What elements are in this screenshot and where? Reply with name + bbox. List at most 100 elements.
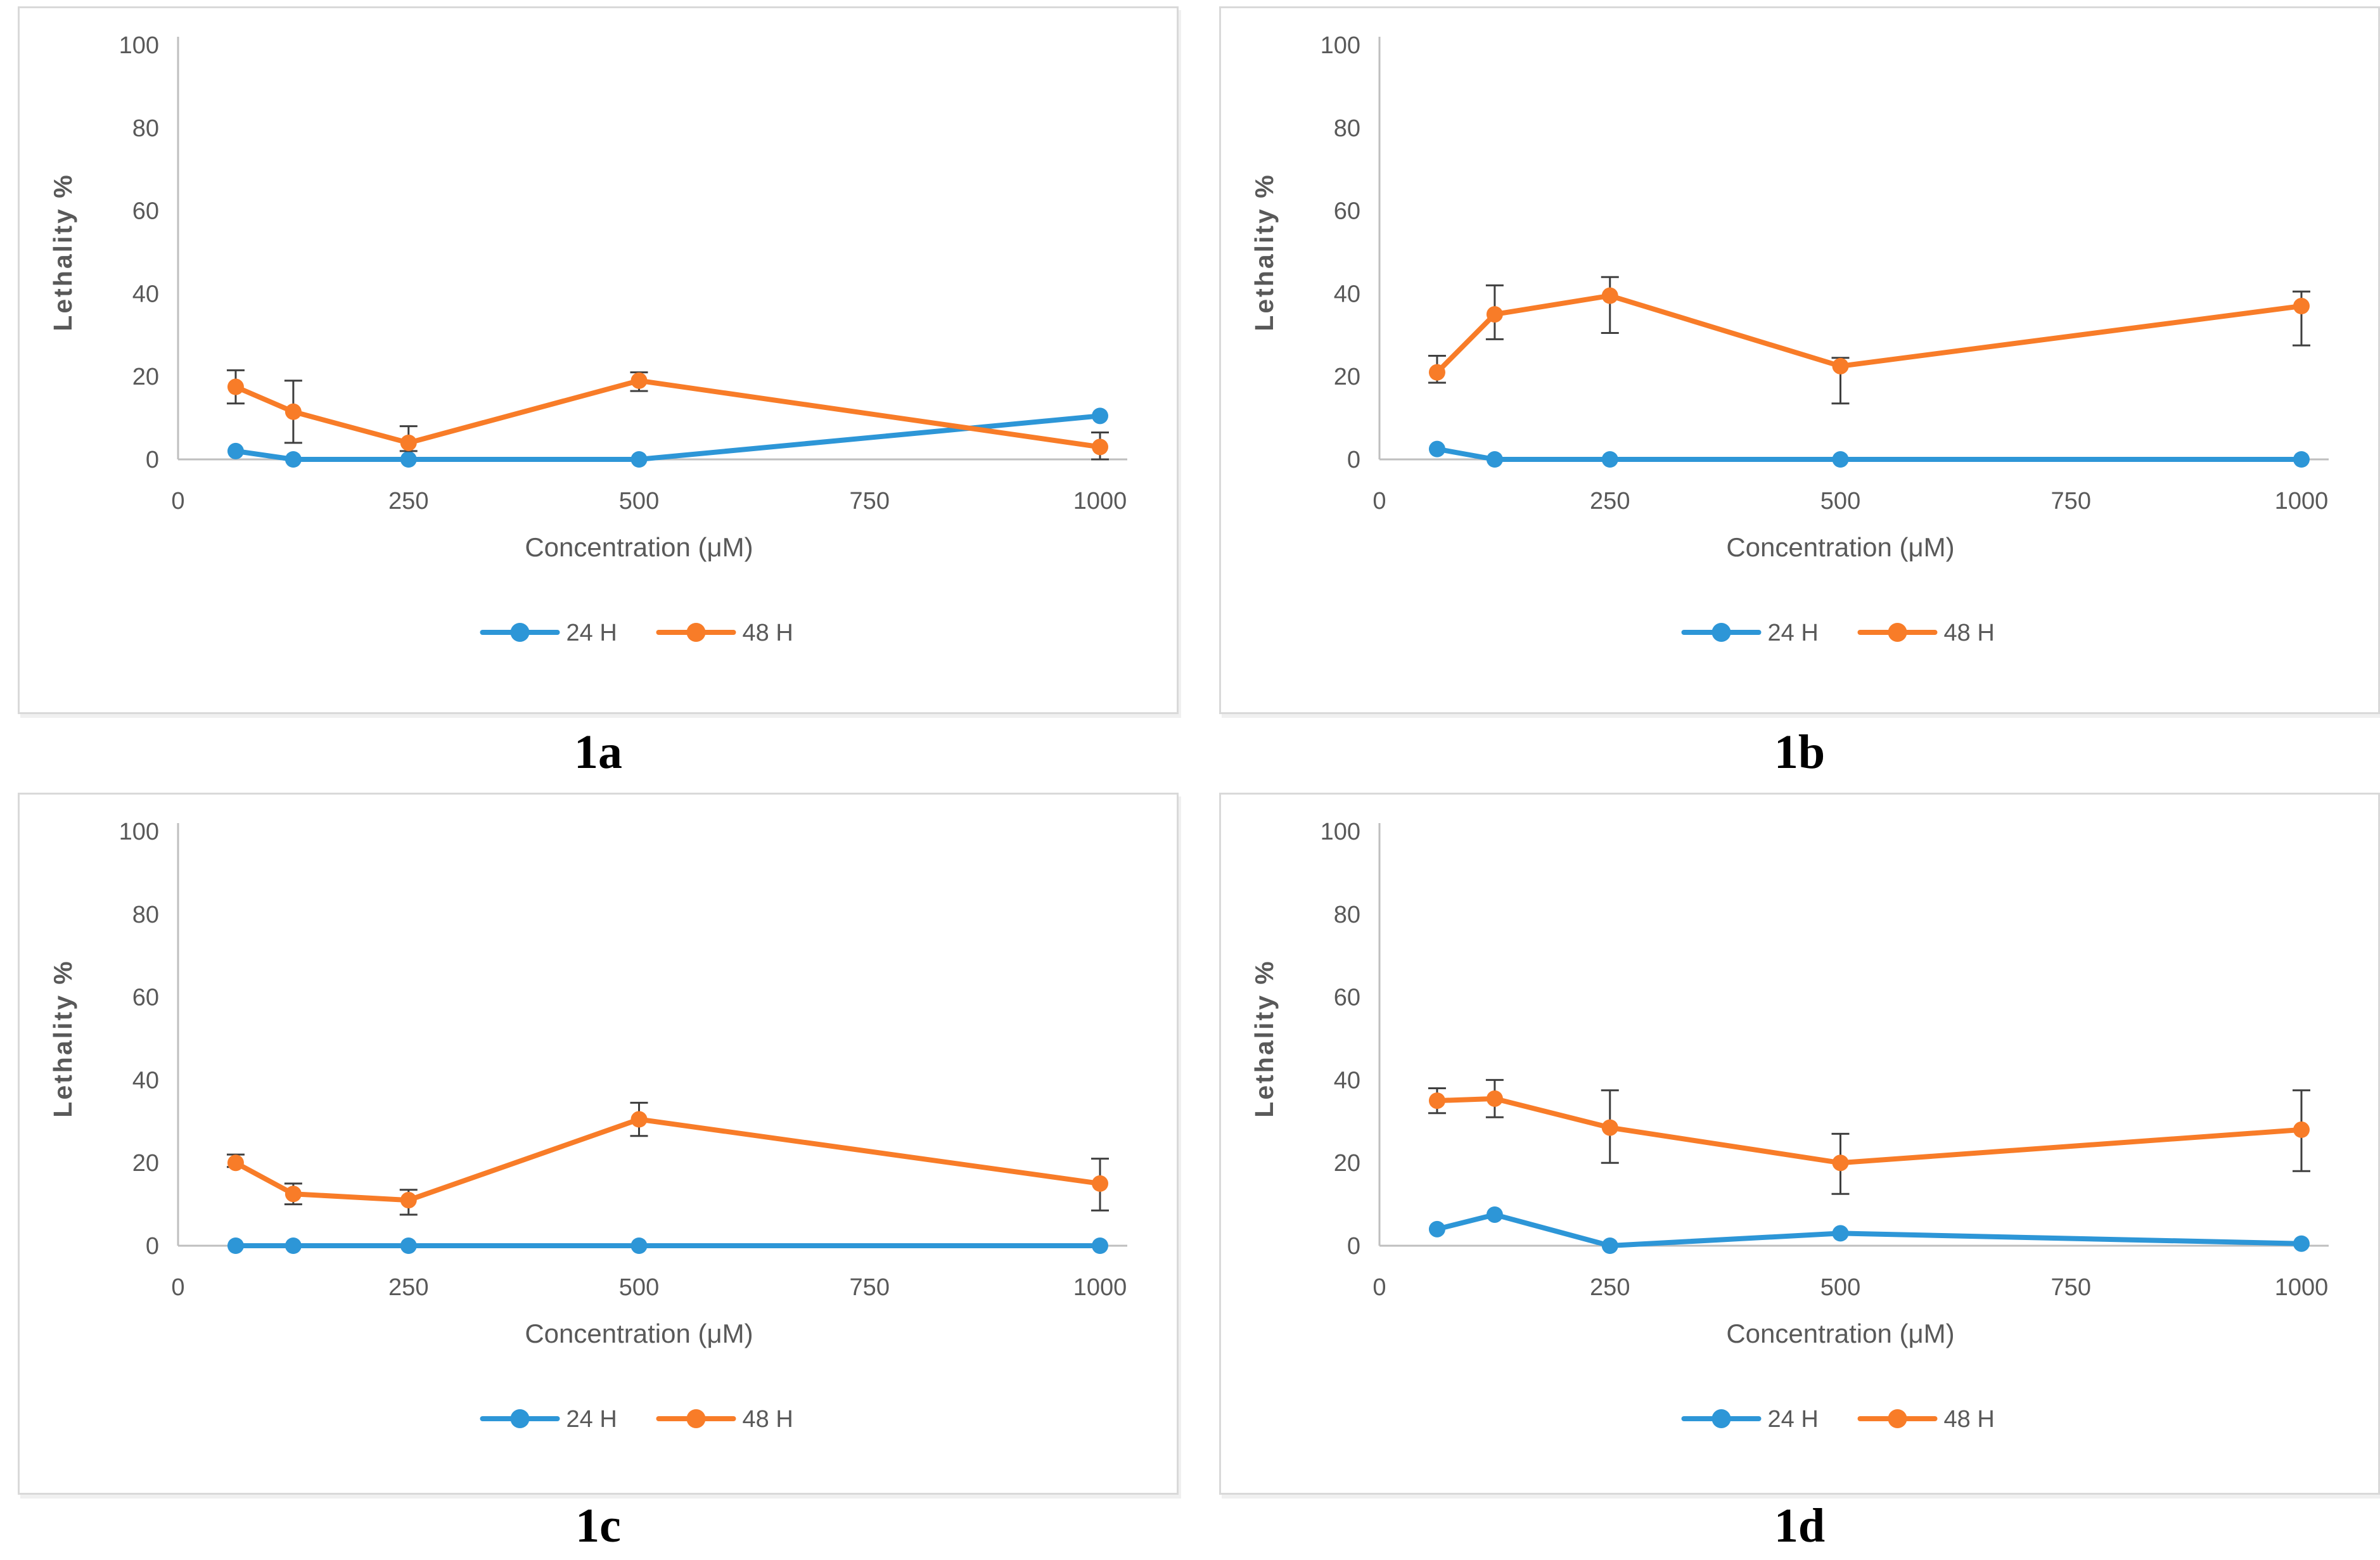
series-24h — [227, 1237, 1108, 1254]
data-point — [1832, 1154, 1849, 1171]
series-24h — [1428, 440, 2310, 468]
svg-text:20: 20 — [132, 364, 159, 390]
data-point — [630, 1237, 648, 1254]
svg-text:250: 250 — [388, 1274, 428, 1301]
svg-text:750: 750 — [2051, 1274, 2091, 1301]
svg-text:60: 60 — [1334, 198, 1360, 225]
series-48h — [226, 1101, 1109, 1215]
x-axis-ticks: 0 250 500 750 1000 — [1372, 488, 2328, 515]
legend-label: 24 H — [566, 620, 617, 646]
y-axis-ticks: 0 20 40 60 80 100 — [1321, 32, 1360, 473]
svg-text:750: 750 — [2051, 488, 2091, 515]
svg-text:0: 0 — [171, 1274, 184, 1301]
data-point — [1428, 440, 1445, 457]
x-axis-ticks: 0 250 500 750 1000 — [171, 1274, 1127, 1301]
data-point — [1428, 364, 1445, 381]
y-axis-title: Lethality % — [48, 173, 77, 331]
y-axis-title: Lethality % — [48, 959, 77, 1117]
data-point — [1486, 1206, 1503, 1223]
legend-label: 48 H — [1944, 620, 1995, 646]
y-axis-ticks: 0 20 40 60 80 100 — [119, 819, 159, 1260]
data-point — [227, 1237, 244, 1254]
figure-1c: 0 20 40 60 80 100 0 250 500 750 1000 Lethality % Con… — [18, 792, 1179, 1560]
svg-text:0: 0 — [1372, 1274, 1386, 1301]
svg-text:40: 40 — [132, 1067, 159, 1094]
svg-text:750: 750 — [850, 1274, 890, 1301]
svg-text:0: 0 — [171, 488, 184, 515]
chart-panel-1d: 0 20 40 60 80 100 0 250 500 750 1000 Lethality % Con… — [1219, 792, 2380, 1495]
svg-text:100: 100 — [1321, 32, 1360, 59]
data-point — [2293, 298, 2310, 315]
x-axis-title: Concentration (μM) — [1726, 532, 1954, 562]
legend: 24 H 48 H — [1681, 620, 1995, 646]
svg-text:1000: 1000 — [1073, 488, 1127, 515]
svg-text:0: 0 — [146, 447, 159, 473]
svg-text:250: 250 — [1590, 488, 1630, 515]
legend: 24 H 48 H — [480, 620, 793, 646]
data-point — [1601, 1119, 1618, 1136]
legend-label: 24 H — [566, 1406, 617, 1433]
svg-text:40: 40 — [1334, 281, 1360, 307]
figure-caption-1d: 1d — [1774, 1499, 1826, 1552]
data-point — [227, 442, 244, 459]
legend-label: 48 H — [743, 1406, 793, 1433]
legend-label: 24 H — [1768, 620, 1819, 646]
chart-panel-1c: 0 20 40 60 80 100 0 250 500 750 1000 Lethality % Con… — [18, 792, 1179, 1495]
svg-text:80: 80 — [132, 115, 159, 142]
figure-caption-1a: 1a — [574, 725, 622, 779]
svg-text:500: 500 — [619, 1274, 659, 1301]
svg-text:250: 250 — [1590, 1274, 1630, 1301]
data-point — [400, 1237, 417, 1254]
x-axis-title: Concentration (μM) — [525, 532, 753, 562]
svg-text:80: 80 — [132, 901, 159, 928]
x-axis-title: Concentration (μM) — [1726, 1319, 1954, 1348]
svg-text:40: 40 — [132, 281, 159, 307]
data-point — [1601, 1237, 1618, 1254]
svg-text:80: 80 — [1334, 901, 1360, 928]
data-point — [285, 1185, 302, 1202]
data-point — [630, 451, 648, 468]
axes — [177, 37, 1127, 461]
svg-text:750: 750 — [850, 488, 890, 515]
svg-text:60: 60 — [1334, 984, 1360, 1011]
svg-text:80: 80 — [1334, 115, 1360, 142]
data-point — [2293, 1121, 2310, 1138]
svg-text:500: 500 — [1820, 1274, 1860, 1301]
svg-text:100: 100 — [119, 819, 159, 845]
figure-1b: 0 20 40 60 80 100 0 250 500 750 1000 Lethality % Con… — [1219, 6, 2380, 793]
chart-panel-1b: 0 20 40 60 80 100 0 250 500 750 1000 Lethality % Con… — [1219, 6, 2380, 714]
axes — [1378, 822, 2329, 1246]
svg-text:40: 40 — [1334, 1067, 1360, 1094]
svg-text:0: 0 — [146, 1233, 159, 1260]
data-point — [1601, 451, 1618, 468]
data-point — [400, 451, 417, 468]
data-point — [1486, 306, 1503, 323]
svg-text:250: 250 — [388, 488, 428, 515]
x-axis-ticks: 0 250 500 750 1000 — [1372, 1274, 2328, 1301]
svg-text:500: 500 — [1820, 488, 1860, 515]
data-point — [1601, 287, 1618, 304]
axes — [1378, 37, 2329, 461]
chart-panel-1a: 0 20 40 60 80 100 0 250 500 750 1000 Lethality % Con… — [18, 6, 1179, 714]
series-48h — [226, 369, 1109, 461]
legend: 24 H 48 H — [480, 1406, 793, 1433]
svg-text:20: 20 — [1334, 1150, 1360, 1177]
data-point — [400, 434, 417, 451]
svg-text:20: 20 — [132, 1150, 159, 1177]
data-point — [1428, 1092, 1445, 1109]
data-point — [1428, 1220, 1445, 1237]
data-point — [1486, 451, 1503, 468]
svg-text:1000: 1000 — [2275, 488, 2329, 515]
data-point — [2293, 451, 2310, 468]
svg-text:0: 0 — [1347, 447, 1360, 473]
data-point — [1486, 1090, 1503, 1107]
data-point — [1832, 1224, 1849, 1241]
series-24h — [227, 407, 1108, 468]
data-point — [630, 1111, 648, 1128]
data-point — [400, 1191, 417, 1208]
data-point — [1832, 357, 1849, 374]
legend: 24 H 48 H — [1681, 1406, 1995, 1433]
